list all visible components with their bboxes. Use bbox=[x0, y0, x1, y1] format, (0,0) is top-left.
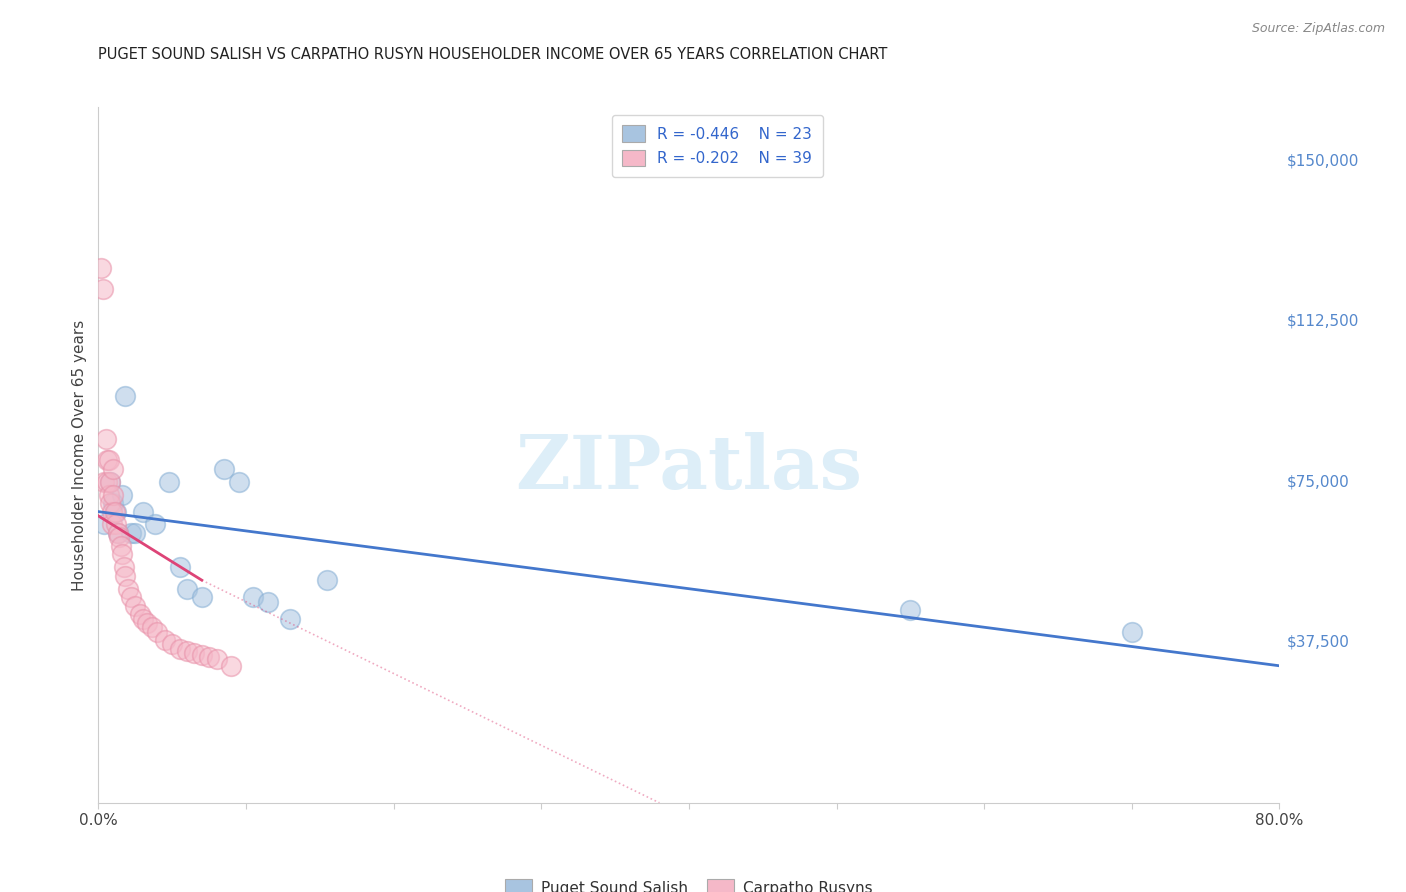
Point bbox=[117, 582, 139, 596]
Point bbox=[136, 615, 159, 630]
Point bbox=[98, 496, 121, 510]
Point bbox=[169, 641, 191, 656]
Point bbox=[108, 530, 131, 544]
Point bbox=[132, 612, 155, 626]
Text: $150,000: $150,000 bbox=[1286, 153, 1358, 168]
Point bbox=[176, 582, 198, 596]
Point bbox=[316, 573, 339, 587]
Point bbox=[157, 475, 180, 489]
Point bbox=[103, 462, 125, 476]
Point bbox=[228, 475, 250, 489]
Text: $75,000: $75,000 bbox=[1286, 475, 1350, 489]
Point bbox=[97, 487, 120, 501]
Point bbox=[94, 432, 117, 446]
Point bbox=[100, 505, 122, 519]
Text: $112,500: $112,500 bbox=[1286, 314, 1358, 328]
Point bbox=[100, 517, 122, 532]
Point bbox=[128, 607, 150, 622]
Point bbox=[212, 462, 235, 476]
Point bbox=[120, 526, 142, 541]
Point bbox=[205, 652, 228, 666]
Point bbox=[105, 517, 128, 532]
Point bbox=[143, 517, 166, 532]
Point bbox=[98, 475, 121, 489]
Point bbox=[105, 505, 128, 519]
Point bbox=[107, 526, 129, 541]
Point bbox=[191, 591, 214, 605]
Point bbox=[120, 591, 142, 605]
Text: ZIPatlas: ZIPatlas bbox=[516, 433, 862, 506]
Point bbox=[132, 505, 155, 519]
Point bbox=[257, 594, 280, 608]
Point bbox=[91, 282, 114, 296]
Point bbox=[900, 603, 922, 617]
Point bbox=[112, 560, 135, 574]
Point bbox=[111, 487, 134, 501]
Point bbox=[110, 539, 132, 553]
Point bbox=[141, 620, 163, 634]
Point bbox=[93, 517, 115, 532]
Point bbox=[198, 650, 221, 665]
Point bbox=[93, 475, 115, 489]
Point bbox=[90, 260, 112, 275]
Point bbox=[191, 648, 214, 662]
Point bbox=[153, 633, 176, 648]
Point bbox=[124, 599, 146, 613]
Point bbox=[1121, 624, 1143, 639]
Point bbox=[242, 591, 264, 605]
Point bbox=[183, 646, 205, 660]
Point bbox=[169, 560, 191, 574]
Text: $37,500: $37,500 bbox=[1286, 635, 1350, 649]
Text: PUGET SOUND SALISH VS CARPATHO RUSYN HOUSEHOLDER INCOME OVER 65 YEARS CORRELATIO: PUGET SOUND SALISH VS CARPATHO RUSYN HOU… bbox=[98, 47, 887, 62]
Point bbox=[98, 475, 121, 489]
Point bbox=[103, 487, 125, 501]
Legend: Puget Sound Salish, Carpatho Rusyns: Puget Sound Salish, Carpatho Rusyns bbox=[499, 873, 879, 892]
Point bbox=[124, 526, 146, 541]
Point bbox=[162, 637, 183, 651]
Point bbox=[111, 548, 134, 562]
Y-axis label: Householder Income Over 65 years: Householder Income Over 65 years bbox=[72, 319, 87, 591]
Point bbox=[219, 658, 242, 673]
Point bbox=[146, 624, 169, 639]
Point bbox=[96, 475, 118, 489]
Point bbox=[97, 453, 120, 467]
Point bbox=[103, 496, 125, 510]
Point bbox=[107, 526, 129, 541]
Point bbox=[176, 644, 198, 658]
Text: Source: ZipAtlas.com: Source: ZipAtlas.com bbox=[1251, 22, 1385, 36]
Point bbox=[104, 505, 127, 519]
Point bbox=[114, 569, 136, 583]
Point bbox=[114, 389, 136, 403]
Point bbox=[96, 453, 118, 467]
Point bbox=[278, 612, 302, 626]
